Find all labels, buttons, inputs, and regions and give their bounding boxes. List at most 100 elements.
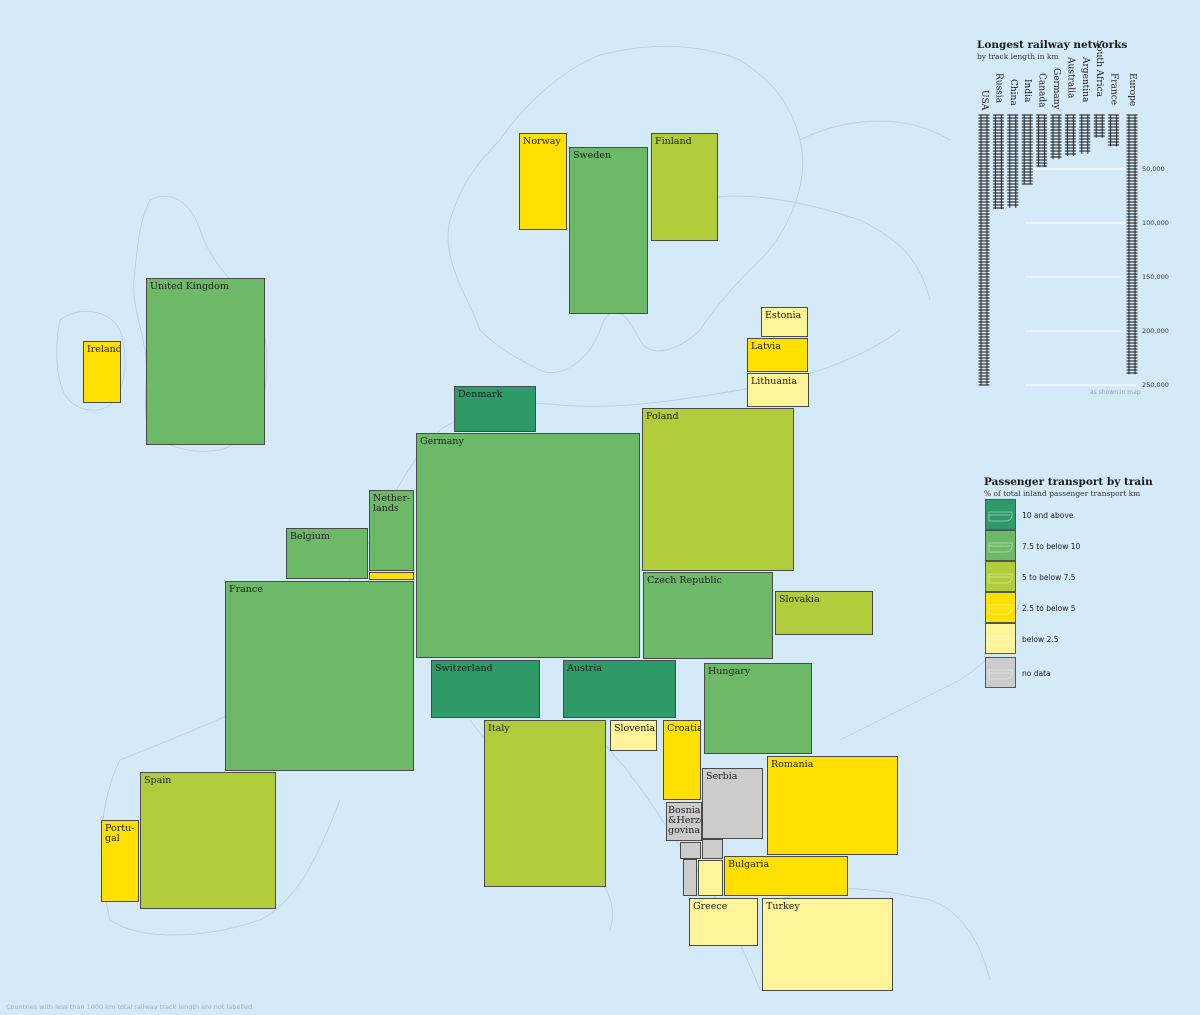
- legend-label-5: below 2.5: [1022, 635, 1059, 644]
- country-label: Greece: [693, 901, 728, 912]
- country-label: Latvia: [751, 341, 781, 352]
- country-turkey[interactable]: Turkey: [762, 898, 893, 991]
- country-germany[interactable]: Germany: [416, 433, 640, 658]
- country-label: Spain: [144, 775, 172, 786]
- country-montenegro[interactable]: [680, 842, 701, 859]
- country-label: Portu- gal: [105, 823, 135, 844]
- country-ireland[interactable]: Ireland: [83, 341, 121, 403]
- country-spain[interactable]: Spain: [140, 772, 276, 909]
- rail-track-germany: [1050, 114, 1062, 160]
- country-kosovo[interactable]: [702, 839, 723, 859]
- country-hungary[interactable]: Hungary: [704, 663, 812, 754]
- passenger-legend-subtitle: % of total inland passenger transport km: [984, 489, 1141, 498]
- legend-swatch-2: [985, 530, 1016, 561]
- country-bosnia-herzegovina[interactable]: Bosnia &Herze- govina: [666, 802, 702, 841]
- rail-track-australia: [1064, 114, 1076, 157]
- country-lithuania[interactable]: Lithuania: [747, 373, 809, 407]
- rail-tick-label: 50,000: [1142, 165, 1165, 173]
- rail-track-canada: [1036, 114, 1048, 167]
- country-united-kingdom[interactable]: United Kingdom: [146, 278, 265, 445]
- country-norway[interactable]: Norway: [519, 133, 567, 230]
- rail-tick-label: 250,000: [1142, 381, 1169, 389]
- country-luxembourg[interactable]: [369, 572, 414, 580]
- rail-label-australia: Australia: [1065, 56, 1076, 98]
- country-label: Germany: [420, 436, 464, 447]
- country-label: Ireland: [87, 344, 121, 355]
- country-sweden[interactable]: Sweden: [569, 147, 648, 314]
- rail-track-usa: [978, 114, 990, 386]
- country-denmark[interactable]: Denmark: [454, 386, 536, 432]
- rail-label-canada: Canada: [1036, 73, 1047, 108]
- country-label: Romania: [771, 759, 814, 770]
- legend-label-1: 10 and above: [1022, 511, 1074, 520]
- country-belgium[interactable]: Belgium: [286, 528, 368, 579]
- country-label: Croatia: [667, 723, 701, 734]
- country-poland[interactable]: Poland: [642, 408, 794, 571]
- country-estonia[interactable]: Estonia: [761, 307, 808, 337]
- legend-swatch-6: [985, 657, 1016, 688]
- train-icon: [988, 511, 1013, 522]
- rail-tick-label: 100,000: [1142, 219, 1169, 227]
- country-label: France: [229, 584, 263, 595]
- legend-swatch-5: [985, 623, 1016, 654]
- train-icon: [988, 573, 1013, 584]
- country-bulgaria[interactable]: Bulgaria: [724, 856, 848, 896]
- rail-label-usa: USA: [979, 90, 989, 111]
- country-label: Switzerland: [435, 663, 493, 674]
- rail-label-russia: Russia: [993, 73, 1004, 104]
- rail-track-china: [1007, 114, 1019, 208]
- country-serbia[interactable]: Serbia: [702, 768, 763, 839]
- country-albania[interactable]: [683, 859, 697, 896]
- country-label: Czech Republic: [647, 575, 722, 586]
- country-switzerland[interactable]: Switzerland: [431, 660, 540, 718]
- country-portugal[interactable]: Portu- gal: [101, 820, 139, 902]
- rail-tick-label: 150,000: [1142, 273, 1169, 281]
- country-label: Estonia: [765, 310, 802, 321]
- country-label: Finland: [655, 136, 692, 147]
- country-finland[interactable]: Finland: [651, 133, 718, 241]
- rail-track-russia: [992, 114, 1004, 209]
- country-france[interactable]: France: [225, 581, 414, 771]
- rail-legend-subtitle: by track length in km: [977, 52, 1059, 61]
- country-label: Serbia: [706, 771, 738, 782]
- train-icon: [988, 669, 1013, 680]
- country-label: United Kingdom: [150, 281, 229, 292]
- legend-label-2: 7.5 to below 10: [1022, 542, 1081, 551]
- rail-track-france: [1108, 114, 1120, 147]
- country-label: Bosnia &Herze- govina: [668, 805, 701, 836]
- country-label: Turkey: [766, 901, 800, 912]
- rail-label-china: China: [1007, 79, 1018, 106]
- legend-swatch-1: [985, 499, 1016, 530]
- rail-track-chart: [978, 114, 1138, 386]
- country-italy[interactable]: Italy: [484, 720, 606, 887]
- country-label: Poland: [646, 411, 679, 422]
- country-label: Lithuania: [751, 376, 797, 387]
- rail-track-india: [1021, 114, 1033, 185]
- rail-track-europe: [1126, 114, 1138, 375]
- rail-legend-title: Longest railway networks: [977, 39, 1128, 51]
- passenger-legend-title: Passenger transport by train: [984, 476, 1153, 488]
- country-croatia[interactable]: Croatia: [663, 720, 701, 800]
- rail-label-france: France: [1108, 73, 1119, 106]
- country-greece[interactable]: Greece: [689, 898, 758, 946]
- rail-label-south-africa: South Africa: [1094, 39, 1105, 97]
- country-label: Italy: [488, 723, 510, 734]
- train-icon: [988, 604, 1013, 615]
- country-north-macedonia[interactable]: [698, 860, 723, 896]
- country-label: Nether- lands: [373, 493, 411, 514]
- rail-track-south-africa: [1093, 114, 1105, 138]
- train-icon: [988, 542, 1013, 553]
- country-label: Belgium: [290, 531, 330, 542]
- country-latvia[interactable]: Latvia: [747, 338, 808, 372]
- country-label: Denmark: [458, 389, 503, 400]
- country-austria[interactable]: Austria: [563, 660, 676, 718]
- country-czech-republic[interactable]: Czech Republic: [643, 572, 773, 659]
- country-label: Norway: [523, 136, 561, 147]
- country-netherlands[interactable]: Nether- lands: [369, 490, 414, 571]
- country-slovakia[interactable]: Slovakia: [775, 591, 873, 635]
- train-icon: [988, 635, 1013, 646]
- legend-label-6: no data: [1022, 669, 1051, 678]
- country-slovenia[interactable]: Slovenia: [610, 720, 657, 751]
- country-label: Slovenia: [614, 723, 656, 734]
- country-romania[interactable]: Romania: [767, 756, 898, 855]
